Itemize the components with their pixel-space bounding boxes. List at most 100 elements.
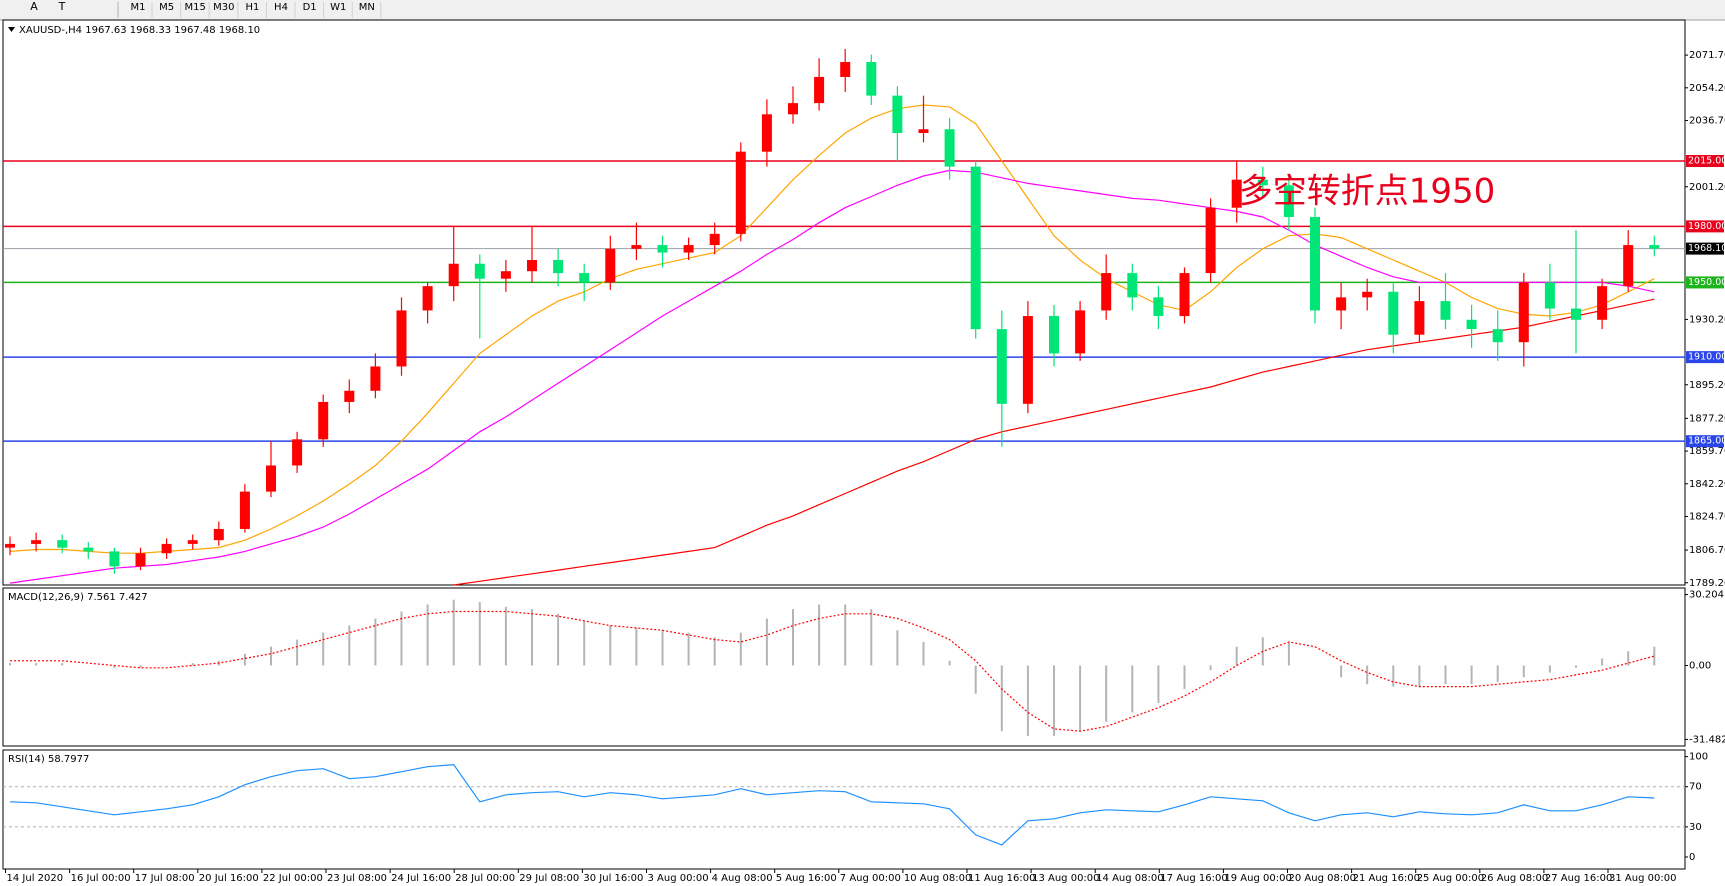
candle-body [709,233,720,246]
macd-panel [2,587,1686,747]
x-tick-label: 14 Jul 2020 [7,873,64,884]
x-tick-label: 22 Jul 00:00 [263,873,323,884]
timeframe-button[interactable]: M15 [185,2,206,13]
timeframe-button[interactable]: H4 [274,2,288,13]
candle-body [553,260,564,274]
x-tick-label: 21 Aug 16:00 [1353,873,1420,884]
candle-body [187,540,198,544]
x-tick-label: 20 Jul 16:00 [199,873,259,884]
candle-body [579,273,590,283]
y-tick-label: 100 [1689,752,1708,763]
candle-body [631,245,642,249]
candle-body [1153,297,1164,317]
candle-body [605,248,616,283]
candle-body [1414,301,1425,335]
macd-signal [10,610,1655,732]
x-tick-label: 23 Jul 08:00 [327,873,387,884]
price-level-label: 1968.10 [1688,243,1725,254]
timeframe-button[interactable]: D1 [303,2,317,13]
candle-body [1571,308,1581,320]
x-tick-label: 28 Jul 00:00 [455,873,515,884]
x-tick-label: 26 Aug 08:00 [1481,873,1548,884]
candle-body [1466,319,1477,330]
candle-body [1127,273,1138,298]
timeframe-button[interactable]: H1 [245,2,259,13]
candle-body [109,551,120,567]
price-level-label: 1865.00 [1688,436,1725,447]
y-tick-label: 2071.70 [1689,50,1725,61]
timeframe-button[interactable]: M5 [159,2,174,13]
candle-body [788,103,798,115]
candle-body [996,329,1007,404]
y-tick-label: 0.00 [1689,660,1711,671]
candle-body [161,543,172,554]
candle-body [1075,310,1086,354]
moving-average [9,104,1655,554]
tool-button[interactable]: T [58,0,66,13]
x-tick-label: 4 Aug 08:00 [712,873,773,884]
chart-title: XAUUSD-,H4 1967.63 1968.33 1967.48 1968.… [19,25,260,36]
candle-body [239,491,250,529]
candle-body [57,540,68,548]
candle-body [5,543,15,548]
candle-body [944,129,955,167]
x-tick-label: 10 Aug 08:00 [904,873,971,884]
candle-body [1022,316,1033,404]
indicator-title: MACD(12,26,9) 7.561 7.427 [8,592,148,603]
timeframe-button[interactable]: MN [359,2,375,13]
tool-button[interactable]: A [30,0,38,13]
candle-body [814,76,825,104]
candle-body [1310,217,1320,311]
price-level-label: 2015.00 [1688,156,1725,167]
x-tick-label: 14 Aug 08:00 [1096,873,1163,884]
price-level-tag [1686,435,1724,448]
price-level-label: 1980.00 [1688,221,1725,232]
candle-body [1544,282,1555,309]
indicator-title: RSI(14) 58.7977 [8,754,89,765]
y-tick-label: 2054.20 [1689,83,1725,94]
candle-body [866,62,877,96]
candle-body [1231,179,1242,208]
moving-average [453,298,1655,586]
y-tick-label: 1859.70 [1689,446,1725,457]
candle-body [1492,329,1503,343]
price-level-tag [1686,220,1724,233]
candle-body [970,166,981,330]
y-tick-label: 30.204 [1689,590,1724,601]
candle-body [318,401,329,440]
price-level-label: 1910.00 [1688,352,1725,363]
candle-body [527,260,537,272]
y-tick-label: 2001.20 [1689,182,1725,193]
candle-body [266,465,276,492]
candle-body [1623,245,1634,287]
candle-body [448,263,459,287]
price-level-tag [1686,242,1724,255]
candle-body [1179,273,1190,317]
price-level-tag [1686,155,1724,168]
candle-body [892,95,903,133]
candle-body [1362,291,1373,298]
candle-body [1101,273,1112,311]
x-tick-label: 17 Jul 08:00 [135,873,195,884]
timeframe-button[interactable]: M30 [213,2,234,13]
x-tick-label: 25 Aug 00:00 [1417,873,1484,884]
timeframe-button[interactable]: M1 [131,2,146,13]
candle-body [1597,286,1608,320]
x-tick-label: 29 Jul 08:00 [519,873,579,884]
chart-menu-arrow[interactable] [8,27,15,32]
y-tick-label: 1877.20 [1689,413,1725,424]
candle-body [683,245,694,253]
candle-body [370,366,381,391]
candle-body [657,245,668,253]
y-tick-label: 1824.70 [1689,511,1725,522]
timeframe-button[interactable]: W1 [330,2,346,13]
y-tick-label: 2036.70 [1689,115,1725,126]
candle-body [735,151,746,234]
x-tick-label: 24 Jul 16:00 [391,873,451,884]
candle-body [1518,282,1529,343]
y-tick-label: 0 [1689,852,1695,863]
x-tick-label: 19 Aug 00:00 [1224,873,1291,884]
candle-body [135,553,146,567]
x-tick-label: 31 Aug 00:00 [1609,873,1676,884]
